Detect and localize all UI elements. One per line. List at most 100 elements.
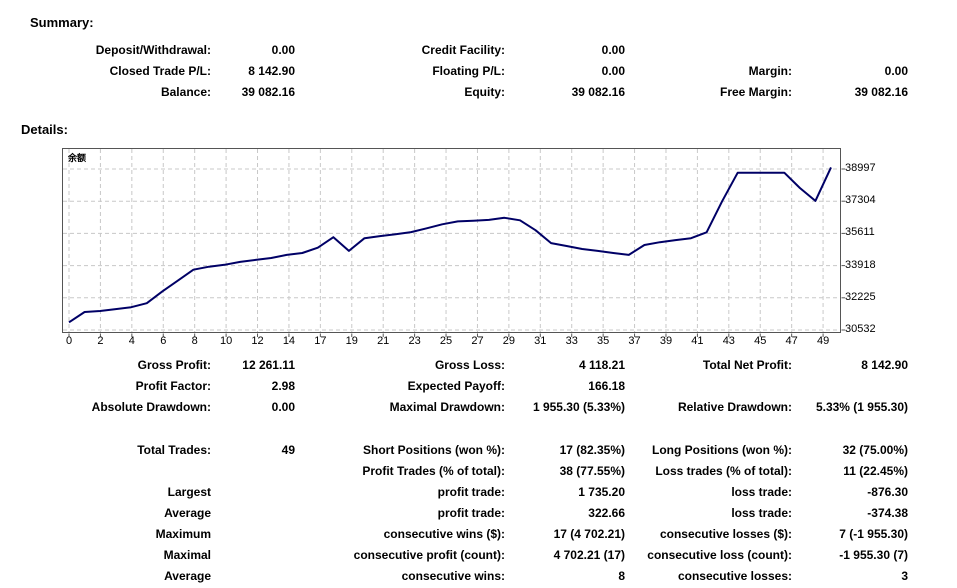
stat-label: Largest (167, 485, 211, 499)
stat-row: Closed Trade P/L: 8 142.90 Floating P/L: 0.… (0, 61, 908, 82)
summary-section: Deposit/Withdrawal: 0.00 Credit Facility: 0… (0, 40, 908, 103)
stat-row: Maximal consecutive profit (count): 4 702.… (0, 545, 908, 566)
stat-row: Average profit trade: 322.66 loss trade: -37… (0, 503, 908, 524)
details-heading: Details: (21, 122, 68, 137)
stat-row: Largest profit trade: 1 735.20 loss trade: -… (0, 482, 908, 503)
stat-value (211, 524, 295, 545)
stat-row: Profit Factor: 2.98 Expected Payoff: 166.18 (0, 376, 908, 397)
stat-label: Loss trades (% of total): (655, 464, 792, 478)
stat-value: 0.00 (884, 64, 908, 78)
stat-value: 8 (618, 569, 625, 583)
stat-label: consecutive losses: (677, 569, 792, 583)
x-axis-tick-label: 14 (282, 335, 296, 347)
y-axis-tick-label: 37304 (845, 194, 876, 207)
stat-label: consecutive profit (count): (353, 548, 505, 562)
x-axis-tick-label: 31 (534, 335, 547, 347)
x-axis-tick-label: 41 (691, 335, 704, 347)
stat-row: Maximum consecutive wins ($): 17 (4 702.21… (0, 524, 908, 545)
stat-row: Absolute Drawdown: 0.00 Maximal Drawdown: 1… (0, 397, 908, 418)
x-axis-tick-label: 8 (191, 335, 198, 347)
x-axis-tick-label: 21 (377, 335, 390, 347)
stat-value: 8 142.90 (861, 358, 908, 372)
x-axis-tick-label: 39 (659, 335, 673, 347)
stat-label: profit trade: (437, 485, 505, 499)
stat-label: Profit Factor: (135, 379, 211, 393)
x-axis-tick-label: 27 (471, 335, 484, 347)
stat-label (625, 376, 792, 397)
stat-value: 3 (901, 569, 908, 583)
y-axis-tick-label: 35611 (845, 226, 875, 239)
x-axis-tick-label: 37 (628, 335, 641, 347)
stat-label: Deposit/Withdrawal: (95, 43, 211, 57)
x-axis-tick-label: 25 (439, 335, 453, 347)
stat-label: Average (164, 569, 211, 583)
y-axis-tick-label: 38997 (845, 162, 876, 174)
stat-row: Total Trades: 49 Short Positions (won %): 1… (0, 440, 908, 461)
trade-stats-section: Total Trades: 49 Short Positions (won %): 1… (0, 440, 908, 587)
stat-label: Absolute Drawdown: (91, 400, 211, 414)
stat-value: 12 261.11 (242, 358, 295, 372)
stat-label: consecutive losses ($): (659, 527, 792, 541)
stat-row: Deposit/Withdrawal: 0.00 Credit Facility: 0… (0, 40, 908, 61)
stat-label: Credit Facility: (421, 43, 505, 57)
stat-label: Maximum (155, 527, 211, 541)
stat-row: Profit Trades (% of total): 38 (77.55%) Lo… (0, 461, 908, 482)
stat-value: 1 955.30 (5.33%) (532, 400, 625, 414)
stat-label: profit trade: (437, 506, 505, 520)
stat-label: Maximal (163, 548, 211, 562)
x-axis-tick-label: 17 (314, 335, 327, 347)
x-axis-tick-label: 29 (502, 335, 515, 347)
stat-label: Gross Profit: (137, 358, 211, 372)
stat-label: Long Positions (won %): (652, 443, 792, 457)
stat-label: Relative Drawdown: (677, 400, 792, 414)
stat-value (211, 461, 295, 482)
x-axis-tick-label: 10 (219, 335, 233, 347)
x-axis-tick-label: 45 (754, 335, 767, 347)
stat-label: Floating P/L: (432, 64, 505, 78)
x-axis-tick-label: 2 (97, 335, 104, 347)
profit-stats-section: Gross Profit: 12 261.11 Gross Loss: 4 118.2… (0, 355, 908, 418)
balance-chart: 余额 (62, 148, 845, 337)
stat-label (0, 461, 211, 482)
stat-label: Expected Payoff: (407, 379, 505, 393)
y-axis-tick-label: 32225 (845, 290, 876, 303)
stat-label: Balance: (160, 85, 211, 99)
stat-value: 17 (4 702.21) (553, 527, 625, 541)
stat-label: consecutive wins ($): (383, 527, 505, 541)
summary-heading: Summary: (30, 15, 94, 30)
balance-chart-svg: 余额 (62, 148, 845, 337)
stat-label: Profit Trades (% of total): (362, 464, 505, 478)
stat-value: 0.00 (271, 43, 295, 57)
x-axis-tick-label: 12 (251, 335, 264, 347)
stat-value: 39 082.16 (854, 85, 908, 99)
stat-label: Free Margin: (719, 85, 792, 99)
stat-value: 17 (82.35%) (559, 443, 625, 457)
stat-value: 32 (75.00%) (842, 443, 908, 457)
chart-title: 余额 (67, 152, 86, 164)
stat-row: Gross Profit: 12 261.11 Gross Loss: 4 118.2… (0, 355, 908, 376)
stat-value: 7 (-1 955.30) (839, 527, 908, 541)
stat-label: consecutive loss (count): (647, 548, 792, 562)
x-axis-tick-label: 35 (597, 335, 610, 347)
x-axis-tick-label: 47 (785, 335, 798, 347)
stat-value: 49 (281, 443, 295, 457)
x-axis-tick-label: 43 (722, 335, 735, 347)
stat-value: 39 082.16 (571, 85, 625, 99)
stat-label: Short Positions (won %): (363, 443, 505, 457)
x-axis-tick-label: 23 (408, 335, 421, 347)
stat-value (211, 545, 295, 566)
stat-label (625, 40, 792, 61)
stat-value: 166.18 (588, 379, 625, 393)
stat-value: 11 (22.45%) (843, 464, 908, 478)
stat-value: -876.30 (867, 485, 908, 499)
stat-value: 4 118.21 (578, 358, 625, 372)
y-axis-tick-label: 30532 (845, 323, 876, 335)
stat-value (792, 40, 908, 61)
x-axis-tick-label: 0 (65, 335, 73, 347)
stat-label: Closed Trade P/L: (109, 64, 211, 78)
stat-value: 39 082.16 (241, 85, 295, 99)
stat-value: -374.38 (867, 506, 908, 520)
x-axis-tick-label: 19 (345, 335, 358, 347)
stat-label: loss trade: (731, 485, 792, 499)
